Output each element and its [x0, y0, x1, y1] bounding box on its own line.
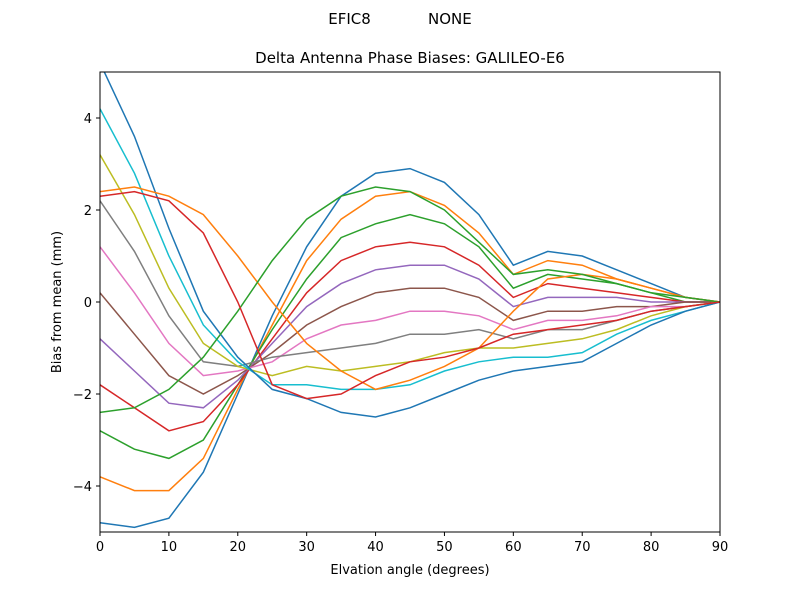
- y-tick-label: 0: [84, 296, 92, 311]
- y-tick-label: 4: [84, 112, 92, 127]
- suptitle: EFIC8 NONE: [328, 10, 472, 28]
- x-axis-label: Elvation angle (degrees): [330, 563, 489, 578]
- x-tick-label: 0: [96, 540, 104, 555]
- x-tick-label: 70: [574, 540, 591, 555]
- y-tick-label: −2: [73, 388, 92, 403]
- plot-frame: [99, 71, 721, 533]
- series-line: [100, 287, 720, 395]
- series-line: [100, 200, 720, 368]
- series-line: [100, 241, 720, 432]
- series-line: [100, 108, 720, 391]
- series-line: [100, 246, 720, 377]
- series-line: [100, 190, 720, 400]
- chart-title: Delta Antenna Phase Biases: GALILEO-E6: [255, 49, 565, 67]
- x-tick-label: 90: [712, 540, 729, 555]
- series-line: [100, 186, 720, 414]
- x-tick-label: 40: [367, 540, 384, 555]
- x-tick-label: 80: [643, 540, 660, 555]
- series-line: [100, 167, 720, 529]
- x-tick-label: 30: [298, 540, 315, 555]
- series-line: [103, 72, 720, 418]
- x-tick-label: 10: [161, 540, 178, 555]
- series-line: [100, 213, 720, 460]
- x-tick-label: 60: [505, 540, 522, 555]
- x-tick-label: 20: [230, 540, 247, 555]
- series-line: [100, 264, 720, 409]
- y-axis-label: Bias from mean (mm): [50, 231, 65, 373]
- series-line: [100, 186, 720, 391]
- x-tick-label: 50: [436, 540, 453, 555]
- y-tick-label: −4: [73, 480, 92, 495]
- plot-lines: [100, 72, 720, 529]
- y-tick-label: 2: [84, 204, 92, 219]
